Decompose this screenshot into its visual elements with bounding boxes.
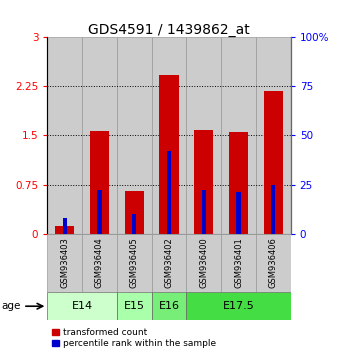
Bar [160, 75, 178, 234]
Bar [97, 190, 101, 234]
Bar [237, 192, 241, 234]
Text: GSM936400: GSM936400 [199, 238, 208, 288]
Bar [167, 151, 171, 234]
Bar [202, 190, 206, 234]
Text: GDS4591 / 1439862_at: GDS4591 / 1439862_at [88, 23, 250, 37]
Bar [152, 37, 186, 234]
Bar [125, 191, 144, 234]
Bar [132, 214, 136, 234]
Bar [47, 292, 117, 320]
Bar [90, 131, 109, 234]
Text: GSM936402: GSM936402 [165, 238, 173, 288]
Bar [186, 292, 291, 320]
Bar [55, 226, 74, 234]
Text: GSM936401: GSM936401 [234, 238, 243, 288]
Text: GSM936403: GSM936403 [60, 238, 69, 288]
Bar [47, 37, 82, 234]
Text: E14: E14 [72, 301, 93, 311]
Bar [221, 37, 256, 234]
Bar [256, 234, 291, 292]
Bar [229, 132, 248, 234]
Text: GSM936404: GSM936404 [95, 238, 104, 288]
Bar [152, 292, 186, 320]
Bar [117, 37, 152, 234]
Bar [271, 184, 275, 234]
Bar [256, 37, 291, 234]
Bar [63, 218, 67, 234]
Legend: transformed count, percentile rank within the sample: transformed count, percentile rank withi… [52, 329, 216, 348]
Bar [117, 292, 152, 320]
Bar [264, 91, 283, 234]
Bar [47, 234, 82, 292]
Bar [194, 130, 213, 234]
Bar [186, 37, 221, 234]
Text: age: age [2, 301, 21, 311]
Bar [221, 234, 256, 292]
Bar [82, 234, 117, 292]
Text: E17.5: E17.5 [223, 301, 255, 311]
Text: E15: E15 [124, 301, 145, 311]
Bar [82, 37, 117, 234]
Bar [186, 234, 221, 292]
Text: GSM936406: GSM936406 [269, 238, 278, 288]
Text: GSM936405: GSM936405 [130, 238, 139, 288]
Text: E16: E16 [159, 301, 179, 311]
Bar [117, 234, 152, 292]
Bar [152, 234, 186, 292]
